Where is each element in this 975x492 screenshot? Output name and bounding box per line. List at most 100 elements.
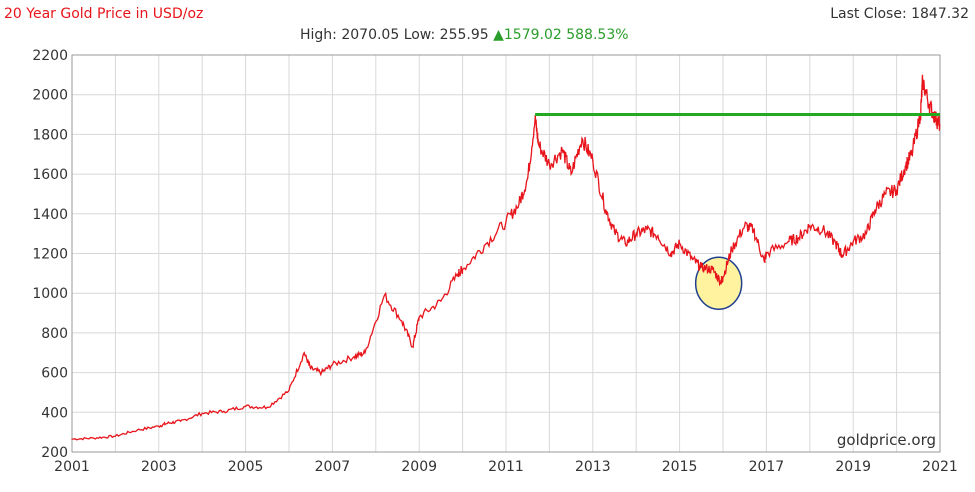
x-tick-label: 2021	[922, 459, 958, 475]
price-point	[223, 410, 225, 412]
price-point	[303, 352, 305, 354]
x-tick-label: 2011	[488, 459, 524, 475]
price-point	[320, 372, 323, 374]
price-point	[720, 280, 722, 282]
price-line	[71, 74, 941, 441]
plot-frame	[71, 54, 941, 453]
last-close-label: Last Close: 1847.32	[830, 6, 969, 22]
price-point	[605, 209, 607, 211]
price-point	[787, 240, 789, 243]
price-point	[635, 233, 637, 235]
watermark-text: goldprice.org	[837, 431, 936, 449]
high-low-stats: High: 2070.05 Low: 255.95	[300, 27, 489, 43]
price-point	[798, 237, 800, 239]
price-point	[401, 320, 403, 322]
price-point	[809, 225, 811, 227]
price-point	[136, 429, 138, 431]
x-tick-label: 2007	[315, 459, 351, 475]
price-point	[179, 420, 182, 422]
price-point	[711, 268, 713, 270]
price-point	[852, 240, 854, 243]
price-point	[896, 189, 898, 191]
x-tick-label: 2019	[835, 459, 871, 475]
x-tick-label: 2001	[54, 459, 90, 475]
price-point	[353, 356, 355, 358]
price-point	[166, 422, 169, 424]
x-tick-label: 2005	[228, 459, 264, 475]
price-point	[922, 80, 924, 82]
price-point	[518, 203, 520, 205]
price-point	[731, 248, 733, 251]
price-point	[744, 225, 746, 227]
price-point	[670, 252, 672, 255]
change-value: 1579.02 588.53%	[503, 27, 629, 43]
y-tick-label: 1800	[32, 127, 68, 143]
price-point	[928, 104, 930, 106]
price-point	[201, 412, 203, 414]
price-point	[841, 254, 843, 257]
price-point	[581, 137, 583, 139]
price-point	[692, 258, 694, 261]
price-point	[613, 231, 616, 233]
price-point	[939, 124, 941, 126]
price-point	[646, 229, 648, 231]
price-point	[657, 235, 659, 237]
price-point	[624, 242, 626, 245]
price-point	[114, 435, 116, 437]
x-tick-label: 2009	[401, 459, 437, 475]
y-tick-label: 1400	[32, 207, 68, 223]
x-tick-label: 2003	[141, 459, 177, 475]
price-point	[548, 163, 551, 165]
price-point	[722, 276, 724, 278]
price-point	[418, 316, 420, 318]
price-point	[874, 209, 876, 211]
price-point	[763, 260, 765, 263]
price-point	[752, 229, 754, 231]
price-point	[561, 149, 564, 151]
price-point	[534, 117, 536, 120]
y-tick-label: 600	[41, 366, 68, 382]
price-point	[245, 405, 247, 407]
x-tick-label: 2013	[575, 459, 611, 475]
price-point	[935, 117, 937, 120]
price-point	[412, 346, 414, 348]
y-tick-label: 1000	[32, 286, 68, 302]
price-point	[700, 266, 702, 268]
y-tick-label: 200	[41, 445, 68, 461]
price-point	[457, 272, 459, 274]
y-tick-label: 1200	[32, 247, 68, 263]
y-tick-label: 2200	[32, 48, 68, 64]
price-point	[331, 364, 333, 366]
price-point	[865, 233, 867, 235]
price-point	[885, 193, 887, 195]
y-tick-label: 2000	[32, 88, 68, 104]
price-point	[537, 143, 540, 145]
chart-title: 20 Year Gold Price in USD/oz	[4, 6, 204, 22]
x-tick-label: 2015	[662, 459, 698, 475]
y-tick-label: 400	[41, 405, 68, 421]
price-point	[592, 159, 594, 161]
y-tick-label: 800	[41, 326, 68, 342]
price-point	[158, 425, 160, 427]
price-point	[822, 229, 824, 231]
price-point	[679, 242, 681, 245]
price-point	[570, 173, 572, 175]
price-point	[71, 438, 73, 440]
price-point	[765, 252, 768, 255]
price-point	[483, 244, 485, 247]
price-point	[505, 221, 507, 223]
stats-bar: High: 2070.05 Low: 255.95 ▲1579.02 588.5…	[300, 27, 629, 43]
price-point	[364, 352, 366, 354]
price-point	[266, 406, 268, 408]
price-point	[911, 153, 913, 155]
price-point	[93, 437, 95, 439]
price-point	[383, 294, 386, 296]
x-tick-label: 2017	[749, 459, 785, 475]
price-point	[462, 268, 464, 270]
change-arrow-icon: ▲	[493, 27, 504, 43]
y-tick-label: 1600	[32, 167, 68, 183]
price-point	[527, 177, 529, 179]
price-point	[310, 368, 312, 370]
price-point	[835, 242, 837, 245]
